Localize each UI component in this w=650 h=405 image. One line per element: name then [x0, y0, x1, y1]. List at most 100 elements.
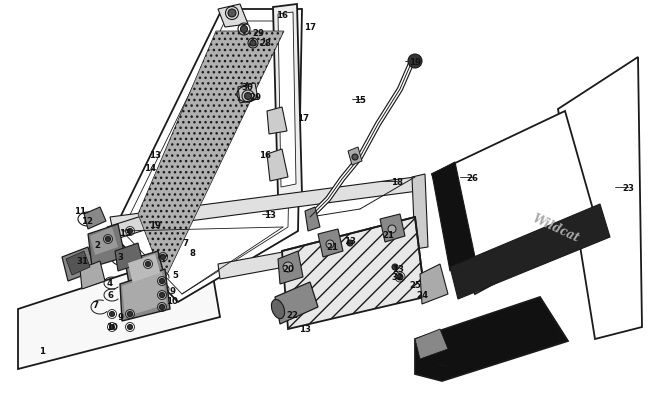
Text: 4: 4 — [107, 278, 113, 287]
Polygon shape — [278, 13, 296, 188]
Text: 16: 16 — [259, 150, 271, 159]
Text: 9: 9 — [117, 312, 123, 321]
Polygon shape — [238, 84, 258, 104]
Text: 18: 18 — [391, 177, 403, 186]
Text: Wildcat: Wildcat — [530, 211, 581, 244]
Text: 7: 7 — [182, 238, 188, 247]
Polygon shape — [115, 243, 143, 271]
Text: 25: 25 — [409, 280, 421, 289]
Ellipse shape — [272, 300, 285, 319]
Polygon shape — [305, 207, 320, 231]
Polygon shape — [62, 247, 95, 281]
Polygon shape — [120, 269, 170, 321]
Text: 5: 5 — [172, 271, 178, 280]
Text: 17: 17 — [297, 113, 309, 122]
Text: 32: 32 — [391, 273, 403, 282]
Text: 2: 2 — [94, 240, 100, 249]
Text: 15: 15 — [354, 95, 366, 104]
Polygon shape — [18, 247, 220, 369]
Circle shape — [127, 312, 133, 317]
Circle shape — [347, 241, 353, 246]
Circle shape — [397, 274, 403, 280]
Polygon shape — [415, 297, 568, 381]
Text: 26: 26 — [466, 173, 478, 182]
Circle shape — [240, 26, 248, 34]
Polygon shape — [275, 282, 318, 324]
Polygon shape — [558, 58, 642, 339]
Text: 16: 16 — [276, 11, 288, 19]
Text: 11: 11 — [74, 207, 86, 216]
Text: 17: 17 — [304, 22, 316, 32]
Text: 14: 14 — [144, 163, 156, 172]
Polygon shape — [273, 5, 302, 198]
Text: 31: 31 — [76, 257, 88, 266]
Text: 22: 22 — [286, 310, 298, 319]
Circle shape — [146, 262, 151, 267]
Polygon shape — [110, 177, 418, 231]
Polygon shape — [420, 264, 448, 304]
Text: 8: 8 — [189, 248, 195, 257]
Polygon shape — [138, 32, 284, 281]
Circle shape — [408, 55, 422, 69]
Text: 13: 13 — [299, 325, 311, 334]
Circle shape — [109, 325, 114, 330]
Polygon shape — [128, 254, 161, 284]
Polygon shape — [282, 217, 425, 329]
Polygon shape — [218, 228, 420, 279]
Text: 3: 3 — [117, 253, 123, 262]
Circle shape — [228, 10, 236, 18]
Text: 29: 29 — [252, 28, 264, 37]
Text: 21: 21 — [382, 230, 394, 239]
Circle shape — [388, 226, 396, 233]
Polygon shape — [107, 207, 173, 241]
Polygon shape — [318, 230, 343, 257]
Text: 10: 10 — [106, 322, 118, 331]
Circle shape — [159, 293, 164, 298]
Polygon shape — [112, 10, 302, 302]
Polygon shape — [218, 5, 248, 28]
Text: 7: 7 — [92, 300, 98, 309]
Polygon shape — [267, 149, 288, 181]
Text: 21: 21 — [326, 243, 338, 252]
Polygon shape — [122, 22, 292, 294]
Text: 13: 13 — [264, 210, 276, 219]
Polygon shape — [66, 252, 90, 275]
Circle shape — [159, 305, 164, 310]
Circle shape — [109, 312, 114, 317]
Text: 29: 29 — [249, 92, 261, 101]
Circle shape — [105, 237, 110, 242]
Text: 24: 24 — [416, 290, 428, 299]
Polygon shape — [88, 224, 125, 267]
Polygon shape — [278, 252, 303, 284]
Polygon shape — [84, 207, 106, 230]
Text: 28: 28 — [259, 38, 271, 47]
Circle shape — [352, 155, 358, 161]
Text: 20: 20 — [282, 265, 294, 274]
Polygon shape — [267, 108, 287, 135]
Text: 27: 27 — [444, 362, 456, 371]
Text: 23: 23 — [622, 183, 634, 192]
Polygon shape — [125, 252, 165, 289]
Text: 10: 10 — [166, 297, 178, 306]
Circle shape — [127, 229, 133, 234]
Circle shape — [250, 41, 256, 47]
Text: 13: 13 — [344, 237, 356, 246]
Polygon shape — [415, 329, 448, 359]
Circle shape — [392, 264, 398, 270]
Polygon shape — [122, 272, 167, 317]
Circle shape — [244, 93, 252, 100]
Polygon shape — [380, 215, 405, 243]
Circle shape — [161, 255, 166, 260]
Polygon shape — [90, 228, 118, 256]
Polygon shape — [348, 148, 362, 166]
Text: 13: 13 — [392, 265, 404, 274]
Text: 9: 9 — [169, 287, 175, 296]
Text: 6: 6 — [107, 290, 113, 299]
Polygon shape — [432, 112, 598, 294]
Circle shape — [159, 279, 164, 284]
Polygon shape — [80, 261, 105, 289]
Text: 30: 30 — [241, 82, 253, 91]
Circle shape — [283, 262, 293, 272]
Text: 12: 12 — [81, 217, 93, 226]
Text: 13: 13 — [119, 228, 131, 237]
